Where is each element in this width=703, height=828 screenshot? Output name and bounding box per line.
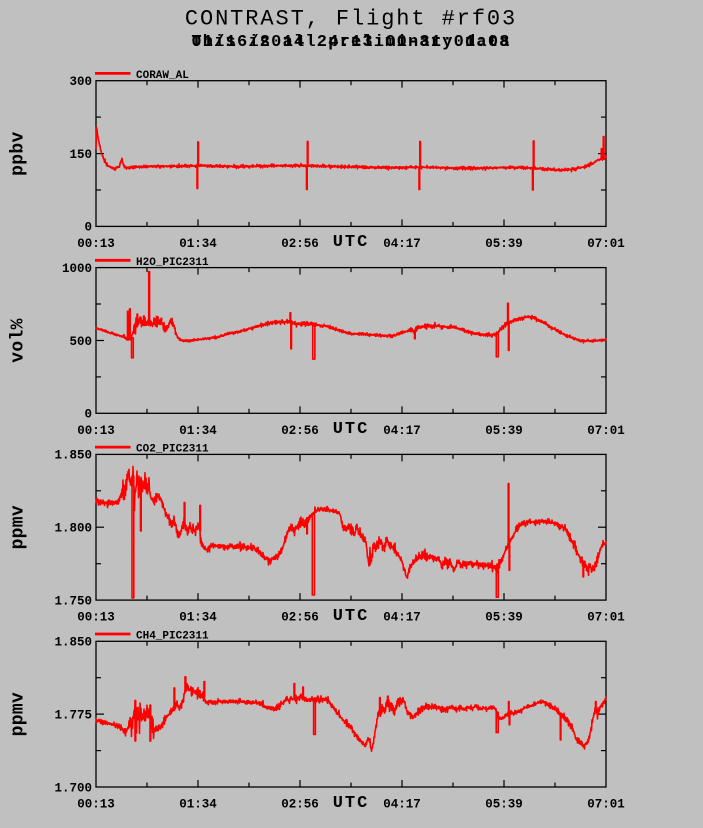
- svg-text:00:13: 00:13: [77, 798, 115, 812]
- svg-text:00:13: 00:13: [77, 237, 115, 251]
- svg-text:1.850: 1.850: [54, 449, 92, 463]
- svg-text:1000: 1000: [62, 262, 92, 276]
- svg-text:01:34: 01:34: [179, 424, 217, 438]
- svg-text:05:39: 05:39: [485, 798, 523, 812]
- svg-text:1.775: 1.775: [54, 708, 92, 722]
- svg-text:00:13: 00:13: [77, 424, 115, 438]
- svg-text:CONTRAST, Flight #rf03: CONTRAST, Flight #rf03: [185, 7, 517, 32]
- svg-text:04:17: 04:17: [383, 798, 421, 812]
- svg-text:02:56: 02:56: [281, 237, 319, 251]
- svg-text:CORAW_AL: CORAW_AL: [136, 70, 189, 82]
- svg-text:04:17: 04:17: [383, 237, 421, 251]
- svg-text:UTC: UTC: [333, 420, 370, 439]
- svg-text:1.800: 1.800: [54, 522, 92, 536]
- svg-text:1.750: 1.750: [54, 594, 92, 608]
- svg-text:0: 0: [84, 221, 92, 235]
- svg-text:This is all preliminary data: This is all preliminary data: [191, 33, 510, 52]
- svg-text:07:01: 07:01: [587, 611, 625, 625]
- svg-text:05:39: 05:39: [485, 611, 523, 625]
- svg-text:07:01: 07:01: [587, 798, 625, 812]
- svg-text:H2O_PIC2311: H2O_PIC2311: [136, 257, 209, 269]
- svg-text:05:39: 05:39: [485, 424, 523, 438]
- svg-text:1.700: 1.700: [54, 781, 92, 795]
- svg-text:1.850: 1.850: [54, 636, 92, 650]
- svg-text:07:01: 07:01: [587, 237, 625, 251]
- svg-text:ppmv: ppmv: [9, 692, 29, 736]
- svg-text:00:13: 00:13: [77, 611, 115, 625]
- svg-text:01:34: 01:34: [179, 798, 217, 812]
- svg-text:02:56: 02:56: [281, 611, 319, 625]
- svg-text:02:56: 02:56: [281, 424, 319, 438]
- svg-text:vol%: vol%: [9, 318, 29, 362]
- svg-text:ppbv: ppbv: [9, 131, 29, 175]
- svg-text:07:01: 07:01: [587, 424, 625, 438]
- svg-text:UTC: UTC: [333, 794, 370, 813]
- svg-text:300: 300: [69, 75, 92, 89]
- svg-text:04:17: 04:17: [383, 424, 421, 438]
- svg-text:CH4_PIC2311: CH4_PIC2311: [136, 631, 209, 643]
- svg-text:01:34: 01:34: [179, 611, 217, 625]
- svg-text:500: 500: [69, 335, 92, 349]
- svg-text:05:39: 05:39: [485, 237, 523, 251]
- svg-text:0: 0: [84, 408, 92, 422]
- svg-text:UTC: UTC: [333, 233, 370, 252]
- svg-text:04:17: 04:17: [383, 611, 421, 625]
- svg-text:02:56: 02:56: [281, 798, 319, 812]
- svg-text:150: 150: [69, 148, 92, 162]
- svg-text:01/16/2014 24:13:00-31:01:08: 01/16/2014 24:13:00-31:01:08: [191, 33, 510, 52]
- svg-text:UTC: UTC: [333, 607, 370, 626]
- svg-text:CO2_PIC2311: CO2_PIC2311: [136, 444, 209, 456]
- svg-text:ppmv: ppmv: [9, 505, 29, 549]
- svg-text:01:34: 01:34: [179, 237, 217, 251]
